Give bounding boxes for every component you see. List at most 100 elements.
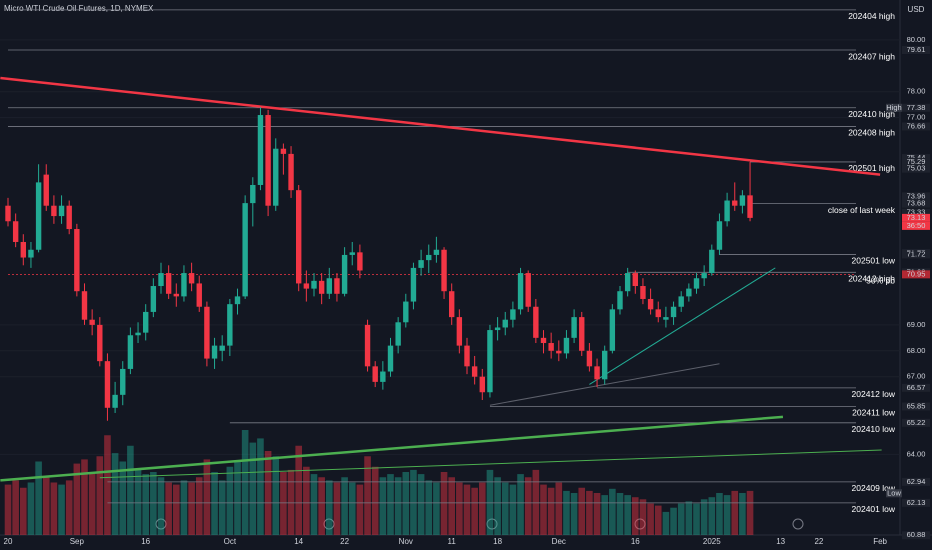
price-tag: 60.88	[907, 530, 926, 539]
candle-body	[739, 195, 746, 206]
volume-bar	[58, 484, 65, 535]
candle-body	[127, 335, 134, 369]
candle-body	[35, 182, 42, 250]
volume-bar	[639, 499, 647, 535]
volume-pane	[4, 430, 754, 535]
volume-bar	[563, 490, 570, 535]
candle-body	[395, 322, 401, 346]
volume-bar	[188, 482, 195, 535]
level-label: 50% pb	[866, 276, 895, 286]
price-tag: 66.57	[907, 383, 926, 392]
candle-body	[74, 229, 80, 292]
price-tag-box	[902, 192, 930, 201]
volume-bar	[272, 456, 280, 535]
volume-bar	[463, 484, 471, 535]
candle-body	[341, 254, 348, 294]
price-tag-box	[902, 402, 930, 411]
event-icon	[155, 518, 167, 530]
candle-body	[273, 148, 279, 206]
price-tag-box	[902, 418, 930, 427]
price-tag-box	[902, 270, 930, 279]
volume-bar	[12, 480, 19, 535]
candle-body	[632, 273, 638, 287]
price-tag-box	[902, 213, 930, 222]
volume-bar	[586, 490, 593, 535]
candle-body	[487, 330, 493, 393]
volume-bar	[593, 493, 601, 535]
candle-body	[364, 324, 371, 367]
volume-bar	[264, 451, 272, 535]
volume-bar	[50, 482, 58, 535]
price-tag: 75.29	[907, 157, 926, 166]
volume-bar	[195, 477, 203, 535]
event-icon	[323, 518, 335, 530]
price-tag-box	[902, 477, 930, 486]
volume-bar	[326, 480, 333, 535]
level-label: 202408 high	[848, 128, 895, 138]
price-tag: 75.03	[907, 164, 926, 173]
candle-body	[640, 286, 646, 299]
volume-bar	[456, 482, 463, 535]
candle-body	[296, 190, 302, 284]
candle-body	[693, 278, 700, 289]
price-tag-box	[902, 199, 930, 208]
volume-bar	[448, 477, 455, 535]
event-icon	[486, 518, 498, 530]
volume-bar	[371, 466, 379, 535]
price-tag: 62.94	[907, 477, 926, 486]
x-tick-label: 16	[631, 537, 640, 546]
price-tag-box	[902, 157, 930, 166]
trend-line	[99, 449, 882, 479]
price-tag: 73.13	[907, 213, 926, 222]
candle-body	[563, 337, 570, 354]
candle-body	[28, 249, 34, 258]
candle-body	[165, 273, 172, 294]
volume-bar	[471, 487, 478, 535]
y-tick-label: 77.00	[907, 113, 926, 122]
volume-bar	[333, 482, 341, 535]
x-tick-label: 22	[814, 537, 823, 546]
x-tick-label: Feb	[873, 537, 887, 546]
volume-bar	[303, 466, 310, 535]
volume-bar	[310, 474, 318, 535]
candle-body	[97, 324, 103, 362]
x-tick-label: 14	[294, 537, 303, 546]
candle-body	[89, 319, 95, 325]
level-label: 202501 high	[848, 163, 895, 173]
volume-bar	[173, 484, 180, 535]
volume-bar	[134, 469, 142, 535]
countdown: 36:50	[907, 221, 926, 230]
volume-bar	[601, 495, 608, 535]
price-tag: 73.33	[907, 208, 926, 217]
x-tick-label: Nov	[399, 537, 413, 546]
volume-bar	[609, 488, 616, 535]
level-label: close of last week	[828, 205, 896, 215]
candle-body	[81, 291, 88, 320]
price-tag-box	[902, 103, 930, 112]
level-label: 202409 low	[852, 483, 896, 493]
volume-bar	[700, 499, 708, 535]
volume-bar	[677, 503, 685, 535]
volume-bar	[27, 482, 35, 535]
volume-bar	[394, 477, 402, 535]
volume-bar	[4, 484, 12, 535]
volume-bar	[433, 482, 440, 535]
candle-body	[479, 376, 485, 393]
level-label: 202412 low	[852, 389, 896, 399]
y-tick-label: 68.00	[907, 346, 926, 355]
volume-bar	[364, 456, 371, 535]
price-tag-box	[902, 531, 930, 540]
candle-body	[655, 309, 661, 318]
candle-body	[686, 288, 692, 297]
price-tag: 62.13	[907, 498, 926, 507]
price-tag: 79.61	[907, 45, 926, 54]
level-label: 202407 high	[848, 51, 895, 61]
candle-body	[242, 203, 248, 297]
trend-line	[0, 415, 784, 482]
candle-body	[204, 306, 210, 359]
candle-body	[525, 273, 531, 307]
candle-body	[540, 337, 547, 344]
volume-bar	[410, 469, 417, 535]
candle-body	[678, 296, 684, 307]
